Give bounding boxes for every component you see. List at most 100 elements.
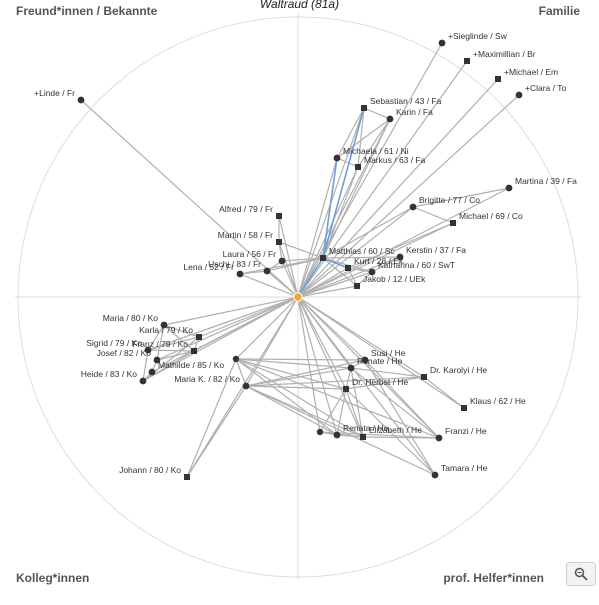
node-klaus[interactable]: Klaus / 62 / He [461,396,526,411]
node-michaela[interactable]: Michaela / 61 / Ni [333,146,409,162]
node-franzi[interactable]: Franzi / He [435,426,487,442]
node-label: Maria / 80 / Ko [103,313,159,323]
node-label: Maria K. / 82 / Ko [174,374,240,384]
edge-n_mid1-herbst [235,358,347,390]
node-josef[interactable]: Josef / 82 / Ko [97,348,161,364]
ego-node[interactable] [293,292,303,302]
node-label: Laura / 56 / Fr [223,249,277,259]
node-karolyi[interactable]: Dr. Karolyi / He [421,365,487,380]
edge-ego-brigitte [297,206,414,298]
node-kurt[interactable]: Kurt / 28 / Ek [345,256,404,271]
node-martin[interactable]: Martin / 58 / Fr [218,230,282,245]
edge-herbst-elizabeth [345,388,364,438]
node-label: Matthias / 60 / Sc [329,246,395,256]
node-karin[interactable]: Karin / Fa [386,107,434,123]
edge-n_mid1-elizabeth [235,358,364,438]
edge-ego-michaela [297,157,338,298]
node-linde[interactable]: +Linde / Fr [34,88,85,104]
node-kerstin[interactable]: Kerstin / 37 / Fa [396,245,467,261]
edge-mariak-susi [245,359,366,387]
edge-highlight-ego-matthias [297,257,324,298]
node-michael_co[interactable]: Michael / 69 / Co [450,211,523,226]
node-johann[interactable]: Johann / 80 / Ko [119,465,190,480]
node-susi[interactable]: Susi / He [361,348,406,364]
node-sieglinde[interactable]: +Sieglinde / Sw [438,31,508,47]
edge-mariak-karolyi [245,376,425,387]
edge-mariak-herbst [245,385,347,390]
edge-karla-sigrid [147,336,200,351]
node-sebastian[interactable]: Sebastian / 43 / Fa [361,96,442,111]
quadrant-label-professional-helpers: prof. Helfer*innen [443,571,544,585]
node-mathilde[interactable]: Mathilde / 85 / Ko [148,360,225,376]
node-label: Susi / He [371,348,406,358]
node-maximillian[interactable]: +Maximillian / Br [464,49,536,64]
node-renate[interactable]: Renate / He [347,356,403,372]
edge-mariak-tamara [245,385,436,476]
edge-highlight-matthias-sebastian [322,107,365,259]
edge-n_mid1-franzi [235,358,440,439]
node-label: Renata / He [343,423,389,433]
node-karla[interactable]: Karla / 79 / Ko [139,325,202,340]
node-maria80[interactable]: Maria / 80 / Ko [103,313,168,329]
edge-herbst-renata [336,388,347,436]
edge-n_mid1-renate [235,358,352,369]
node-label: Heide / 83 / Ko [81,369,138,379]
node-elizabeth[interactable]: Elizabeth / He [360,425,422,440]
edge-ego-karin [297,118,391,298]
edge-franz-josef [156,350,195,361]
node-lena[interactable]: Lena / 52 / Fr [183,262,244,278]
node-jakob[interactable]: Jakob / 12 / UEk [354,274,426,289]
edge-franz-heide [142,350,195,382]
edge-kurt-katharina [347,267,373,273]
edge-highlight-matthias-michaela [322,157,338,259]
edge-ego-kerstin [297,256,401,298]
edge-maria80-josef [156,324,165,361]
node-michael_em[interactable]: +Michael / Em [495,67,558,82]
edge-matthias-jakob [322,257,358,287]
edge-renate-herbst [345,367,352,390]
node-tamara[interactable]: Tamara / He [431,463,488,479]
node-uschi[interactable]: Uschi / 83 / Fr [208,259,271,275]
node-unlabeled[interactable] [316,428,324,436]
node-mariak[interactable]: Maria K. / 82 / Ko [174,374,250,390]
node-renata[interactable]: Renata / He [333,423,389,439]
node-label: +Michael / Em [504,67,558,77]
node-unlabeled[interactable] [232,355,240,363]
edge-highlight-matthias-kurt [322,257,349,269]
quadrant-label-friends: Freund*innen / Bekannte [16,4,158,18]
edge-n_mid1-susi [235,358,366,361]
quadrant-label-family: Familie [538,4,580,18]
node-herbst[interactable]: Dr. Herbst / He [343,377,408,392]
node-label: Dr. Karolyi / He [430,365,487,375]
edge-matthias-kerstin [322,256,401,259]
zoom-button[interactable] [566,562,596,586]
node-label: Brigitte / 77 / Co [419,195,480,205]
node-heide[interactable]: Heide / 83 / Ko [81,369,147,385]
node-label: Michaela / 61 / Ni [343,146,409,156]
node-label: +Linde / Fr [34,88,75,98]
node-markus[interactable]: Markus / 63 / Fa [355,155,426,170]
node-katharina[interactable]: Katharina / 60 / SwT [368,260,455,276]
node-martina[interactable]: Martina / 39 / Fa [505,176,578,192]
edge-mariak-renata [245,385,338,436]
node-label: Franzi / He [445,426,487,436]
node-matthias[interactable]: Matthias / 60 / Sc [320,246,395,261]
node-label: Karla / 79 / Ko [139,325,193,335]
node-label: Katharina / 60 / SwT [378,260,455,270]
node-label: +Clara / To [525,83,566,93]
node-sigrid[interactable]: Sigrid / 79 / Ko [86,338,152,354]
node-clara[interactable]: +Clara / To [515,83,567,99]
edge-ego-karla [198,296,299,338]
edge-ego-lena [239,273,299,298]
node-label: Karin / Fa [396,107,433,117]
node-label: +Sieglinde / Sw [448,31,508,41]
node-laura[interactable]: Laura / 56 / Fr [223,249,286,265]
edge-karin-michaela [336,118,391,159]
node-franz[interactable]: Franz / 79 / Ko [132,339,197,354]
node-alfred[interactable]: Alfred / 79 / Fr [219,204,282,219]
edge-n_mid2-herbst [319,388,347,433]
node-label: Johann / 80 / Ko [119,465,181,475]
edge-ego-martina [297,187,510,298]
node-brigitte[interactable]: Brigitte / 77 / Co [409,195,481,211]
